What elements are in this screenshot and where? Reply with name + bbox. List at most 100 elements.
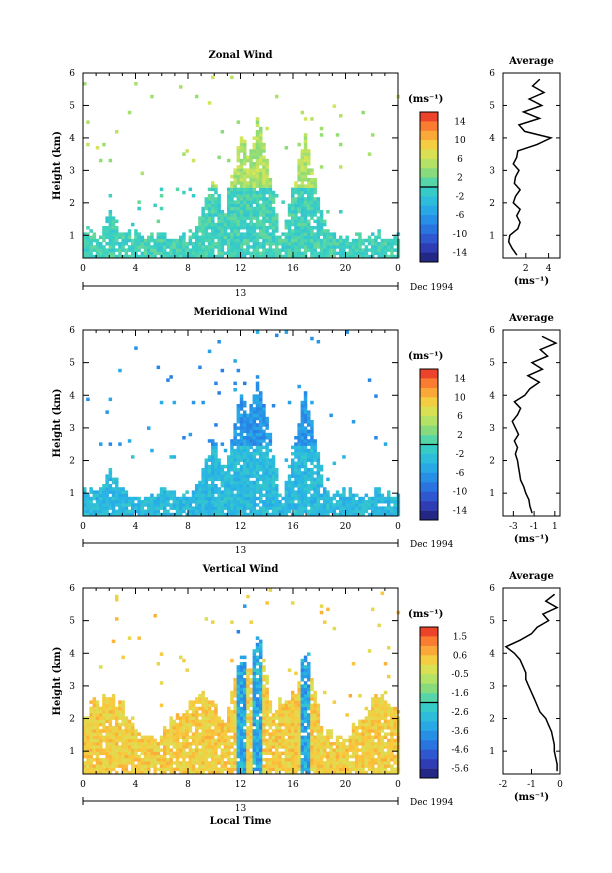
heatmap-cell [262, 512, 266, 517]
heatmap-cell [332, 245, 337, 249]
heatmap-cell [252, 229, 257, 233]
heatmap-cell [316, 735, 321, 740]
profile-point [531, 362, 533, 364]
heatmap-cell [294, 232, 298, 236]
heatmap-cell [204, 758, 209, 762]
heatmap-cell [111, 710, 116, 714]
heatmap-cell [246, 512, 250, 517]
heatmap-cell [140, 500, 145, 504]
heatmap-cell [220, 726, 225, 730]
heatmap-cell [371, 722, 375, 727]
heatmap-cell [335, 748, 340, 752]
heatmap-cell [83, 751, 87, 756]
heatmap-cell [313, 206, 317, 211]
heatmap-cell [198, 238, 202, 243]
heatmap-cell [246, 174, 250, 179]
heatmap-cell [214, 471, 218, 475]
heatmap-cell [252, 493, 257, 498]
heatmap-cell [223, 748, 228, 752]
heatmap-cell [108, 238, 113, 243]
heatmap-cell [374, 500, 378, 504]
heatmap-cell [246, 706, 250, 711]
heatmap-cell [217, 716, 221, 720]
heatmap-cell [291, 745, 295, 749]
heatmap-cell [115, 754, 119, 759]
heatmap-cell [230, 242, 234, 246]
heatmap-cell [259, 423, 263, 427]
heatmap-cell [297, 719, 301, 724]
heatmap-cell [239, 420, 244, 424]
heatmap-cell [255, 464, 260, 469]
heatmap-cell [252, 678, 257, 682]
heatmap-cell [239, 668, 244, 672]
heatmap-cell [211, 219, 215, 224]
heatmap-cell [102, 487, 106, 491]
heatmap-cell [303, 139, 308, 144]
heatmap-cell [204, 716, 209, 720]
heatmap-cell [367, 506, 372, 510]
heatmap-cell [134, 742, 138, 746]
heatmap-cell [303, 229, 308, 233]
heatmap-cell [262, 722, 266, 727]
heatmap-cell [310, 706, 314, 711]
heatmap-cell [188, 700, 193, 704]
heatmap-cell [105, 719, 109, 724]
heatmap-cell [259, 219, 263, 224]
heatmap-cell [102, 229, 106, 233]
heatmap-cell [271, 738, 276, 743]
heatmap-cell [329, 761, 333, 765]
heatmap-cell [111, 219, 116, 224]
heatmap-cell [204, 500, 209, 504]
heatmap-cell [111, 726, 116, 730]
heatmap-cell [207, 235, 212, 240]
heatmap-cell [153, 614, 157, 618]
heatmap-cell [230, 710, 234, 714]
heatmap-cell [300, 493, 305, 498]
heatmap-cell [89, 229, 93, 233]
heatmap-cell [201, 245, 205, 249]
heatmap-cell [198, 480, 202, 485]
heatmap-cell [297, 184, 301, 188]
heatmap-cell [204, 245, 209, 249]
heatmap-cell [310, 713, 314, 717]
heatmap-cell [361, 500, 365, 504]
heatmap-cell [211, 751, 215, 756]
heatmap-cell [243, 142, 247, 147]
heatmap-cell [323, 251, 327, 256]
heatmap-cell [230, 206, 234, 211]
heatmap-cell [163, 751, 167, 756]
heatmap-cell [204, 232, 209, 236]
heatmap-cell [265, 423, 269, 427]
heatmap-cell [255, 687, 260, 692]
heatmap-cell [310, 455, 314, 459]
heatmap-cell [201, 216, 205, 220]
heatmap-cell [265, 226, 269, 230]
heatmap-cell [303, 745, 308, 749]
heatmap-cell [211, 700, 215, 704]
heatmap-cell [271, 477, 276, 482]
heatmap-cell [361, 248, 365, 252]
heatmap-cell [259, 732, 263, 736]
heatmap-cell [252, 461, 257, 466]
heatmap-cell [105, 754, 109, 759]
heatmap-cell [134, 748, 138, 752]
heatmap-cell [230, 200, 234, 204]
heatmap-cell [259, 461, 263, 466]
heatmap-cell [179, 719, 183, 724]
heatmap-cell [259, 687, 263, 692]
heatmap-cell [207, 213, 212, 217]
heatmap-cell [284, 487, 289, 491]
heatmap-cell [201, 703, 205, 708]
heatmap-cell [188, 770, 193, 775]
heatmap-cell [124, 719, 129, 724]
heatmap-cell [259, 222, 263, 227]
heatmap-cell [310, 206, 314, 211]
heatmap-cell [345, 751, 349, 756]
heatmap-cell [182, 436, 186, 440]
heatmap-cell [159, 245, 164, 249]
heatmap-cell [236, 432, 241, 437]
heatmap-cell [255, 152, 260, 156]
heatmap-cell [239, 751, 244, 756]
heatmap-cell [220, 248, 225, 252]
heatmap-cell [310, 436, 314, 440]
